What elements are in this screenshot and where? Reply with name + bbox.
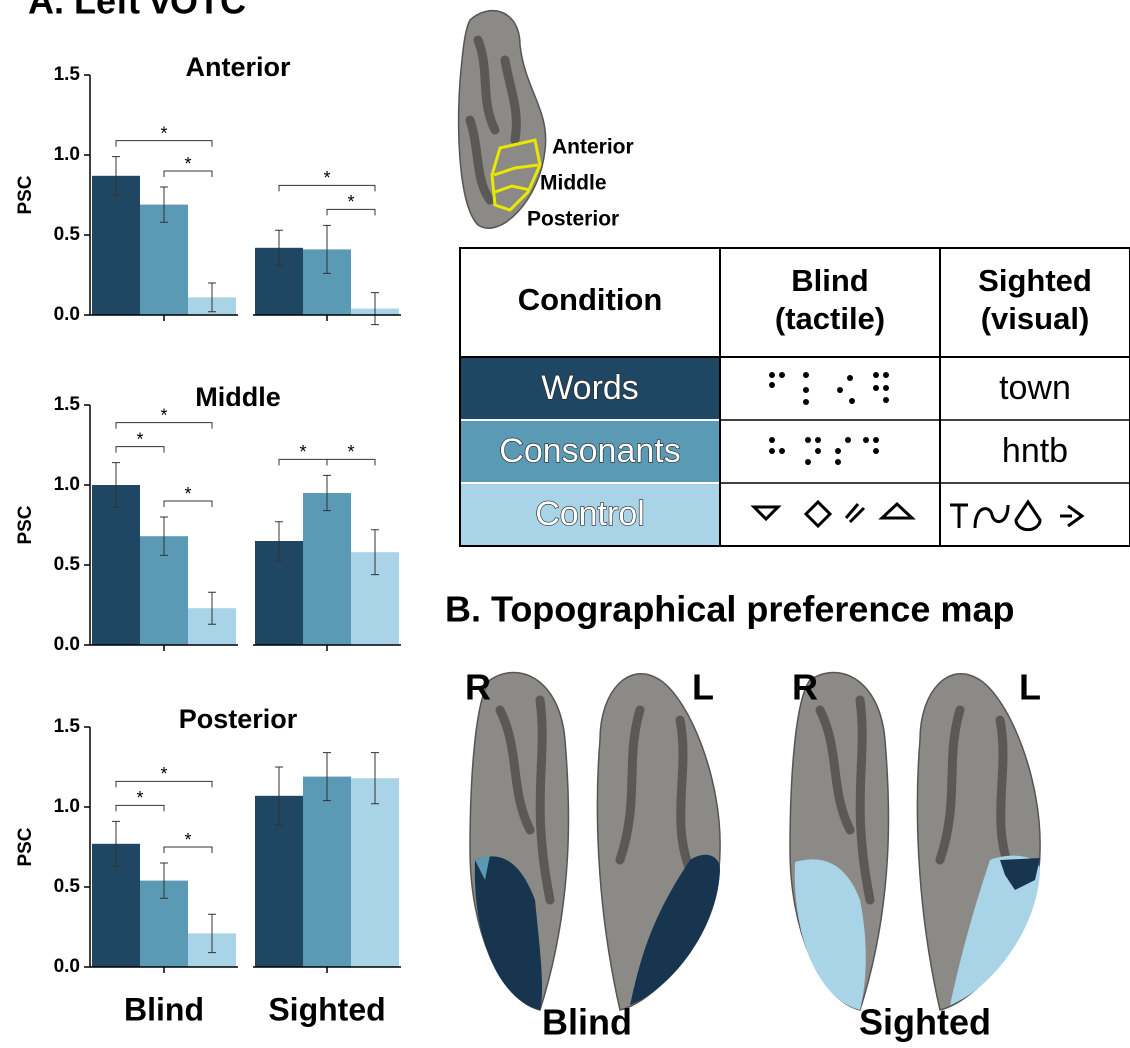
- error-bar: [371, 292, 379, 326]
- x-tick-label: Sighted: [268, 991, 385, 1027]
- bar: [140, 204, 188, 315]
- y-axis-label: PSC: [15, 827, 36, 866]
- significance-bracket: [163, 500, 213, 507]
- bar: [92, 175, 140, 315]
- significance-label: *: [136, 788, 143, 808]
- chart-title: Anterior: [185, 52, 291, 82]
- y-tick-label: 1.5: [54, 64, 81, 85]
- significance-label: *: [160, 764, 167, 784]
- error-bar: [208, 282, 216, 313]
- error-bar: [160, 186, 168, 223]
- condition-cell: [461, 421, 719, 482]
- significance-bracket: [278, 184, 376, 192]
- error-bar: [275, 521, 283, 561]
- roi-label: Posterior: [527, 208, 619, 231]
- y-tick-label: 0.5: [54, 224, 81, 245]
- error-bar: [323, 224, 331, 274]
- error-bar: [323, 752, 331, 802]
- condition-table: Condition Blind(tactile) Sighted(visual) Wo…: [459, 247, 1130, 547]
- condition-label: Consonants: [499, 432, 680, 470]
- error-bar: [112, 820, 120, 867]
- braille-words: [769, 372, 889, 405]
- significance-label: *: [299, 442, 306, 462]
- significance-label: *: [184, 830, 191, 850]
- significance-label: *: [160, 123, 167, 143]
- significance-label: *: [347, 442, 354, 462]
- y-tick-label: 0.5: [54, 554, 81, 575]
- preference-map-sighted: [789, 671, 1041, 1011]
- significance-bracket: [115, 804, 165, 812]
- group-label: Blind: [542, 1002, 632, 1043]
- panel-b-title: B. Topographical preference map: [445, 589, 1014, 630]
- error-bar: [323, 474, 331, 512]
- table-header: Blind: [791, 263, 869, 298]
- error-bar: [112, 156, 120, 196]
- error-bar: [160, 862, 168, 899]
- table-header: (tactile): [775, 301, 885, 336]
- y-tick-label: 1.5: [54, 394, 81, 415]
- y-axis-label: PSC: [15, 175, 36, 214]
- condition-cell: [461, 358, 719, 419]
- y-tick-label: 1.0: [54, 474, 80, 495]
- y-tick-label: 1.0: [54, 796, 80, 817]
- condition-label: Control: [535, 495, 645, 533]
- panel-a-title: A. Left vOTC: [28, 0, 246, 22]
- table-header: Condition: [518, 282, 663, 317]
- sighted-stimulus: town: [999, 369, 1071, 407]
- chart-title: Middle: [195, 382, 281, 412]
- significance-label: *: [136, 429, 143, 449]
- significance-label: *: [347, 192, 354, 212]
- bar: [92, 485, 140, 645]
- y-tick-label: 0.0: [54, 956, 80, 977]
- significance-bracket: [326, 208, 376, 216]
- y-axis-label: PSC: [15, 505, 36, 544]
- error-bar: [371, 752, 379, 805]
- significance-label: *: [184, 484, 191, 504]
- table-header: (visual): [981, 301, 1090, 336]
- control-symbols: [750, 499, 1085, 532]
- y-tick-label: 0.5: [54, 876, 81, 897]
- roi-label: Middle: [540, 172, 607, 195]
- significance-bracket: [115, 140, 213, 147]
- table-header: Sighted: [978, 263, 1092, 298]
- error-bar: [275, 766, 283, 826]
- hemisphere-label: R: [465, 667, 491, 708]
- roi-label: Anterior: [552, 136, 634, 159]
- y-tick-label: 0.0: [54, 634, 80, 655]
- sighted-stimulus: hntb: [1002, 432, 1068, 470]
- condition-cell: [461, 484, 719, 545]
- y-tick-label: 0.0: [54, 304, 80, 325]
- preference-map-blind: [469, 671, 721, 1011]
- significance-bracket: [115, 422, 213, 429]
- chart-title: Posterior: [179, 704, 298, 734]
- y-tick-label: 1.0: [54, 144, 80, 165]
- significance-label: *: [160, 405, 167, 425]
- error-bar: [112, 462, 120, 508]
- roi-brain: [457, 10, 547, 229]
- bar: [351, 778, 399, 967]
- error-bar: [160, 516, 168, 556]
- error-bar: [371, 529, 379, 576]
- hemisphere-label: L: [1019, 667, 1041, 708]
- bar: [303, 776, 351, 967]
- significance-bracket: [163, 170, 213, 177]
- hemisphere-label: R: [792, 667, 818, 708]
- error-bar: [208, 913, 216, 954]
- error-bar: [275, 229, 283, 266]
- significance-bracket: [115, 446, 165, 453]
- condition-label: Words: [541, 369, 639, 407]
- braille-consonants: [769, 437, 879, 465]
- significance-bracket: [326, 458, 376, 466]
- bar: [303, 493, 351, 645]
- group-label: Sighted: [859, 1002, 991, 1043]
- significance-label: *: [323, 168, 330, 188]
- hemisphere-label: L: [692, 667, 714, 708]
- significance-label: *: [184, 154, 191, 174]
- x-tick-label: Blind: [124, 991, 204, 1027]
- error-bar: [208, 591, 216, 625]
- significance-bracket: [163, 846, 213, 853]
- significance-bracket: [115, 780, 213, 788]
- y-tick-label: 1.5: [54, 716, 81, 737]
